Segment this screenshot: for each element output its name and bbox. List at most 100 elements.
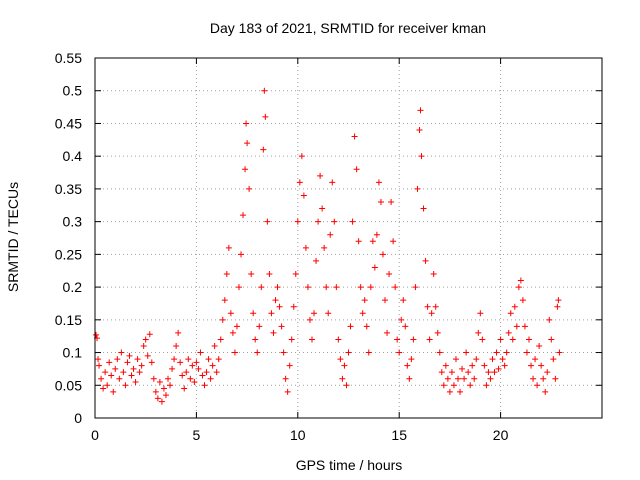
data-point bbox=[167, 382, 174, 389]
data-point bbox=[272, 297, 279, 304]
data-point bbox=[540, 375, 547, 382]
x-tick-label: 5 bbox=[193, 427, 201, 443]
data-point bbox=[126, 352, 133, 359]
data-point bbox=[116, 375, 123, 382]
data-point bbox=[134, 356, 141, 363]
data-point bbox=[118, 349, 125, 356]
data-point bbox=[341, 362, 348, 369]
data-points bbox=[93, 87, 563, 405]
data-point bbox=[384, 329, 391, 336]
data-point bbox=[438, 369, 445, 376]
data-point bbox=[171, 356, 178, 363]
data-point bbox=[455, 375, 462, 382]
data-point bbox=[278, 323, 285, 330]
data-point bbox=[98, 375, 105, 382]
data-point bbox=[296, 179, 303, 186]
data-point bbox=[416, 127, 423, 133]
data-point bbox=[450, 382, 457, 389]
data-point bbox=[489, 356, 496, 363]
data-point bbox=[221, 297, 228, 304]
data-point bbox=[274, 284, 281, 291]
data-point bbox=[325, 310, 332, 317]
data-point bbox=[128, 372, 135, 379]
data-point bbox=[229, 329, 236, 336]
data-point bbox=[349, 218, 356, 225]
data-point bbox=[343, 382, 350, 389]
data-point bbox=[493, 349, 500, 356]
data-point bbox=[152, 388, 159, 395]
data-point bbox=[552, 375, 559, 382]
data-point bbox=[209, 362, 216, 369]
y-tick-label: 0.55 bbox=[55, 50, 82, 66]
y-tick-label: 0.45 bbox=[55, 115, 82, 131]
data-point bbox=[479, 336, 486, 343]
y-tick-label: 0.05 bbox=[55, 377, 82, 393]
data-point bbox=[495, 365, 502, 372]
data-point bbox=[207, 375, 214, 382]
y-tick-label: 0.2 bbox=[63, 279, 83, 295]
data-point bbox=[306, 316, 313, 323]
data-point bbox=[501, 362, 508, 369]
data-point bbox=[177, 359, 184, 366]
data-point bbox=[452, 356, 459, 363]
data-point bbox=[311, 310, 318, 317]
data-point bbox=[507, 310, 514, 317]
data-point bbox=[217, 336, 224, 343]
data-point bbox=[521, 323, 528, 330]
data-point bbox=[382, 297, 389, 304]
data-point bbox=[323, 284, 330, 291]
data-point bbox=[481, 362, 488, 369]
data-point bbox=[246, 185, 253, 192]
data-point bbox=[179, 372, 186, 379]
data-point bbox=[440, 382, 447, 389]
data-point bbox=[122, 382, 129, 389]
data-point bbox=[554, 303, 561, 310]
data-point bbox=[270, 329, 277, 336]
data-point bbox=[100, 385, 107, 392]
data-point bbox=[288, 336, 295, 343]
data-point bbox=[377, 199, 384, 205]
data-point bbox=[459, 365, 466, 372]
data-point bbox=[400, 297, 407, 304]
data-point bbox=[408, 356, 415, 363]
data-point bbox=[294, 218, 301, 225]
data-point bbox=[414, 185, 421, 192]
data-point bbox=[243, 120, 250, 127]
data-point bbox=[93, 331, 100, 338]
data-point bbox=[317, 172, 324, 179]
data-point bbox=[532, 356, 539, 363]
data-point bbox=[365, 349, 372, 356]
data-point bbox=[250, 310, 257, 317]
data-point bbox=[461, 375, 468, 382]
data-point bbox=[509, 336, 516, 343]
data-point bbox=[286, 362, 293, 369]
x-tick-label: 15 bbox=[391, 427, 407, 443]
data-point bbox=[534, 382, 541, 389]
y-tick-label: 0.25 bbox=[55, 246, 82, 262]
data-point bbox=[406, 375, 413, 382]
data-point bbox=[205, 356, 212, 363]
y-axis-label: SRMTID / TECUs bbox=[5, 182, 21, 292]
data-point bbox=[523, 349, 530, 356]
data-point bbox=[132, 379, 139, 385]
data-point bbox=[298, 153, 305, 160]
data-point bbox=[308, 336, 315, 343]
data-point bbox=[487, 375, 494, 382]
data-point bbox=[195, 365, 202, 372]
data-point bbox=[497, 336, 504, 343]
data-point bbox=[175, 329, 182, 336]
data-point bbox=[313, 257, 320, 264]
data-point bbox=[339, 375, 346, 382]
data-point bbox=[215, 356, 222, 363]
data-point bbox=[485, 369, 492, 376]
data-point bbox=[329, 179, 336, 186]
data-point bbox=[169, 365, 176, 372]
data-point bbox=[150, 375, 157, 382]
x-tick-label: 0 bbox=[91, 427, 99, 443]
data-point bbox=[467, 382, 474, 389]
data-point bbox=[404, 362, 411, 369]
data-point bbox=[292, 271, 299, 277]
data-point bbox=[448, 369, 455, 376]
data-point bbox=[548, 336, 555, 343]
data-point bbox=[114, 356, 121, 363]
